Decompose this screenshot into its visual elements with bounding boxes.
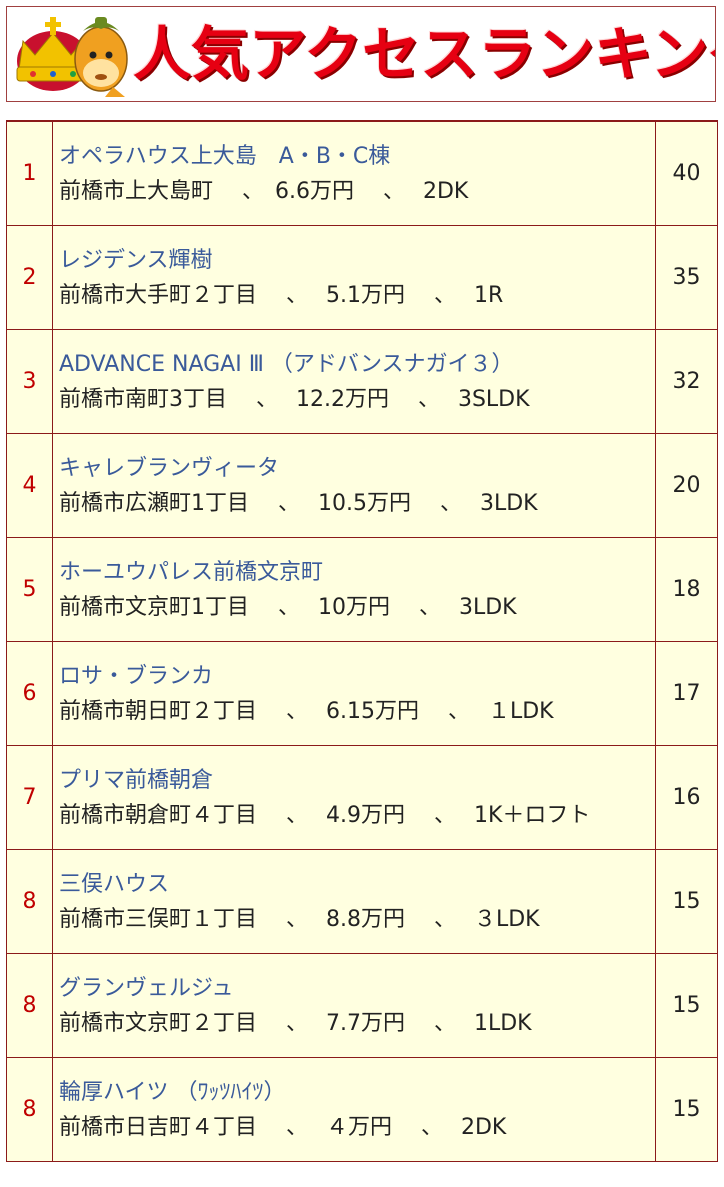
access-count: 17	[655, 640, 718, 746]
property-info: 輪厚ハイツ （ﾜｯﾂﾊｲﾂ） 前橋市日吉町４丁目 、 ４万円 、 2DK	[52, 1056, 656, 1162]
table-row: 4 キャレブランヴィータ 前橋市広瀬町1丁目 、 10.5万円 、 3LDK 2…	[6, 432, 718, 538]
property-detail: 前橋市南町3丁目 、 12.2万円 、 3SLDK	[59, 386, 530, 412]
access-count: 16	[655, 744, 718, 850]
property-detail: 前橋市文京町２丁目 、 7.7万円 、 1LDK	[59, 1010, 532, 1036]
rank-number: 8	[6, 952, 53, 1058]
rank-number: 3	[6, 328, 53, 434]
rank-number: 8	[6, 848, 53, 954]
property-name-link[interactable]: レジデンス輝樹	[59, 247, 213, 273]
rank-number: 6	[6, 640, 53, 746]
property-info: 三俣ハウス 前橋市三俣町１丁目 、 8.8万円 、 ３LDK	[52, 848, 656, 954]
access-count: 15	[655, 952, 718, 1058]
property-info: レジデンス輝樹 前橋市大手町２丁目 、 5.1万円 、 1R	[52, 224, 656, 330]
property-name-link[interactable]: ロサ・ブランカ	[59, 663, 214, 689]
ranking-table: 1 オペラハウス上大島 A・B・C棟 前橋市上大島町 、 6.6万円 、 2DK…	[6, 120, 718, 1162]
crowned-horse-mascot-icon	[16, 17, 128, 97]
property-info: グランヴェルジュ 前橋市文京町２丁目 、 7.7万円 、 1LDK	[52, 952, 656, 1058]
property-name-link[interactable]: プリマ前橋朝倉	[59, 767, 214, 793]
property-info: オペラハウス上大島 A・B・C棟 前橋市上大島町 、 6.6万円 、 2DK	[52, 120, 656, 226]
property-info: ADVANCE NAGAI Ⅲ （アドバンスナガイ３） 前橋市南町3丁目 、 1…	[52, 328, 656, 434]
property-detail: 前橋市三俣町１丁目 、 8.8万円 、 ３LDK	[59, 906, 540, 932]
property-detail: 前橋市日吉町４丁目 、 ４万円 、 2DK	[59, 1114, 507, 1140]
page-title: 人気アクセスランキング	[133, 20, 716, 88]
rank-number: 1	[6, 120, 53, 226]
property-name-link[interactable]: 輪厚ハイツ （ﾜｯﾂﾊｲﾂ）	[59, 1079, 286, 1105]
ranking-banner: 人気アクセスランキング	[6, 6, 716, 102]
access-count: 15	[655, 1056, 718, 1162]
property-name-link[interactable]: キャレブランヴィータ	[59, 455, 280, 481]
property-name-link[interactable]: 三俣ハウス	[59, 871, 170, 897]
property-detail: 前橋市文京町1丁目 、 10万円 、 3LDK	[59, 594, 517, 620]
property-detail: 前橋市朝倉町４丁目 、 4.9万円 、 1K＋ロフト	[59, 802, 591, 828]
property-info: ロサ・ブランカ 前橋市朝日町２丁目 、 6.15万円 、 １LDK	[52, 640, 656, 746]
access-count: 20	[655, 432, 718, 538]
table-row: 8 三俣ハウス 前橋市三俣町１丁目 、 8.8万円 、 ３LDK 15	[6, 848, 718, 954]
rank-number: 2	[6, 224, 53, 330]
table-row: 1 オペラハウス上大島 A・B・C棟 前橋市上大島町 、 6.6万円 、 2DK…	[6, 120, 718, 226]
property-detail: 前橋市大手町２丁目 、 5.1万円 、 1R	[59, 282, 504, 308]
table-row: 2 レジデンス輝樹 前橋市大手町２丁目 、 5.1万円 、 1R 35	[6, 224, 718, 330]
property-name-link[interactable]: ホーユウパレス前橋文京町	[59, 559, 324, 585]
rank-number: 4	[6, 432, 53, 538]
property-name-link[interactable]: グランヴェルジュ	[59, 975, 234, 1001]
property-detail: 前橋市上大島町 、 6.6万円 、 2DK	[59, 179, 469, 204]
property-info: プリマ前橋朝倉 前橋市朝倉町４丁目 、 4.9万円 、 1K＋ロフト	[52, 744, 656, 850]
property-detail: 前橋市朝日町２丁目 、 6.15万円 、 １LDK	[59, 698, 554, 724]
property-name-link[interactable]: ADVANCE NAGAI Ⅲ （アドバンスナガイ３）	[59, 351, 514, 377]
table-row: 3 ADVANCE NAGAI Ⅲ （アドバンスナガイ３） 前橋市南町3丁目 、…	[6, 328, 718, 434]
access-count: 32	[655, 328, 718, 434]
table-row: 8 輪厚ハイツ （ﾜｯﾂﾊｲﾂ） 前橋市日吉町４丁目 、 ４万円 、 2DK 1…	[6, 1056, 718, 1162]
rank-number: 8	[6, 1056, 53, 1162]
rank-number: 7	[6, 744, 53, 850]
access-count: 15	[655, 848, 718, 954]
property-info: ホーユウパレス前橋文京町 前橋市文京町1丁目 、 10万円 、 3LDK	[52, 536, 656, 642]
property-info: キャレブランヴィータ 前橋市広瀬町1丁目 、 10.5万円 、 3LDK	[52, 432, 656, 538]
rank-number: 5	[6, 536, 53, 642]
property-detail: 前橋市広瀬町1丁目 、 10.5万円 、 3LDK	[59, 490, 538, 516]
table-row: 5 ホーユウパレス前橋文京町 前橋市文京町1丁目 、 10万円 、 3LDK 1…	[6, 536, 718, 642]
table-row: 6 ロサ・ブランカ 前橋市朝日町２丁目 、 6.15万円 、 １LDK 17	[6, 640, 718, 746]
table-row: 8 グランヴェルジュ 前橋市文京町２丁目 、 7.7万円 、 1LDK 15	[6, 952, 718, 1058]
access-count: 40	[655, 120, 718, 226]
property-name-link[interactable]: オペラハウス上大島 A・B・C棟	[59, 144, 391, 169]
access-count: 18	[655, 536, 718, 642]
table-row: 7 プリマ前橋朝倉 前橋市朝倉町４丁目 、 4.9万円 、 1K＋ロフト 16	[6, 744, 718, 850]
access-count: 35	[655, 224, 718, 330]
